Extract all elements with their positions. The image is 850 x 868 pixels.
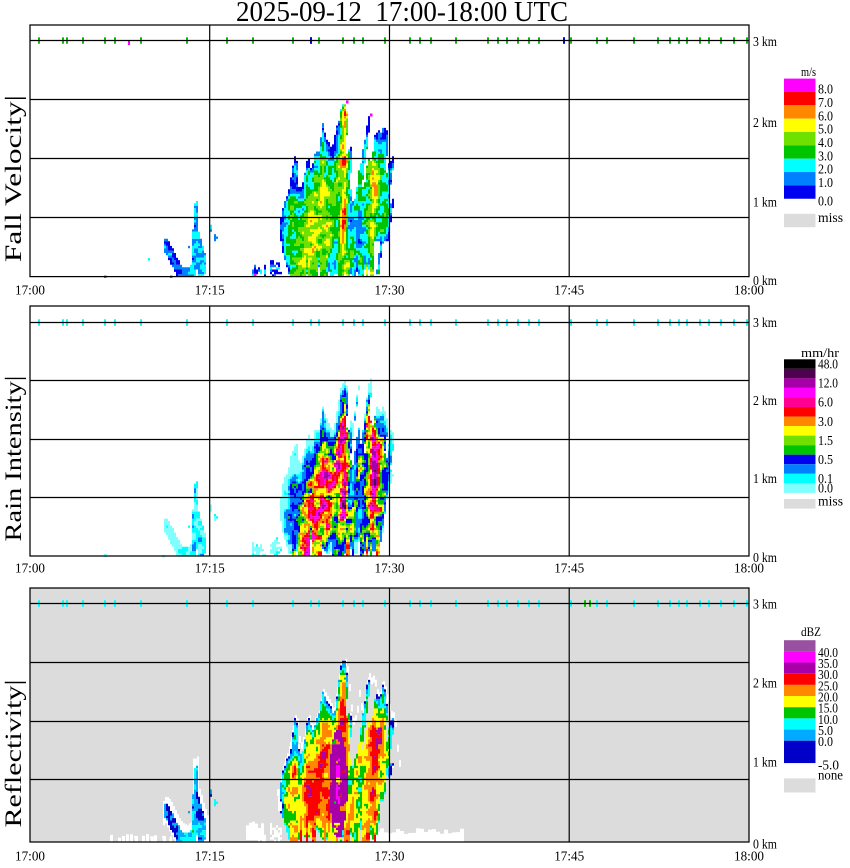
svg-text:Reflectivity|: Reflectivity|: [1, 680, 26, 828]
svg-text:0.5: 0.5: [818, 452, 833, 467]
svg-text:0.1: 0.1: [818, 471, 833, 486]
svg-text:2 km: 2 km: [753, 676, 777, 691]
svg-text:4.0: 4.0: [818, 135, 833, 150]
svg-text:3 km: 3 km: [753, 315, 777, 330]
svg-text:17:15: 17:15: [195, 561, 225, 576]
svg-text:0.0: 0.0: [818, 734, 833, 749]
svg-text:1 km: 1 km: [753, 195, 777, 210]
svg-text:3 km: 3 km: [753, 597, 777, 612]
svg-text:0 km: 0 km: [753, 273, 777, 288]
svg-text:miss: miss: [818, 210, 843, 225]
svg-text:17:00: 17:00: [15, 849, 45, 864]
svg-text:25.0: 25.0: [818, 678, 838, 693]
svg-text:17:45: 17:45: [554, 283, 584, 298]
svg-text:17:45: 17:45: [554, 849, 584, 864]
svg-text:6.0: 6.0: [818, 395, 833, 410]
svg-text:1.5: 1.5: [818, 433, 833, 448]
svg-text:12.0: 12.0: [818, 376, 838, 391]
svg-text:2025-09-12 17:00-18:00 UTC: 2025-09-12 17:00-18:00 UTC: [236, 0, 568, 28]
svg-text:none: none: [818, 767, 843, 782]
svg-text:0 km: 0 km: [753, 550, 777, 565]
svg-text:8.0: 8.0: [818, 82, 833, 97]
svg-text:17:00: 17:00: [15, 283, 45, 298]
svg-text:5.0: 5.0: [818, 122, 833, 137]
svg-text:3 km: 3 km: [753, 34, 777, 49]
svg-text:17:15: 17:15: [195, 283, 225, 298]
svg-text:Fall Velocity|: Fall Velocity|: [1, 95, 26, 262]
svg-text:17:45: 17:45: [554, 561, 584, 576]
svg-text:-5.0: -5.0: [818, 758, 839, 773]
svg-text:2 km: 2 km: [753, 115, 777, 130]
svg-text:7.0: 7.0: [818, 95, 833, 110]
svg-text:0.0: 0.0: [818, 481, 833, 496]
svg-text:2.0: 2.0: [818, 162, 833, 177]
svg-text:48.0: 48.0: [818, 357, 838, 372]
svg-text:0 km: 0 km: [753, 837, 777, 852]
svg-text:3.0: 3.0: [818, 148, 833, 163]
svg-text:1 km: 1 km: [753, 755, 777, 770]
svg-text:1 km: 1 km: [753, 471, 777, 486]
svg-text:30.0: 30.0: [818, 667, 838, 682]
svg-text:m/s: m/s: [801, 64, 816, 79]
svg-text:17:30: 17:30: [375, 561, 405, 576]
svg-text:17:30: 17:30: [375, 849, 405, 864]
svg-text:17:15: 17:15: [195, 849, 225, 864]
svg-text:miss: miss: [818, 494, 843, 509]
svg-text:dBZ: dBZ: [801, 624, 821, 639]
svg-text:35.0: 35.0: [818, 656, 838, 671]
svg-text:18:00: 18:00: [734, 561, 764, 576]
svg-text:18:00: 18:00: [734, 849, 764, 864]
svg-text:2 km: 2 km: [753, 393, 777, 408]
svg-text:3.0: 3.0: [818, 414, 833, 429]
svg-text:mm/hr: mm/hr: [801, 345, 840, 360]
svg-text:1.0: 1.0: [818, 175, 833, 190]
svg-text:5.0: 5.0: [818, 723, 833, 738]
svg-text:40.0: 40.0: [818, 645, 838, 660]
svg-text:0.0: 0.0: [818, 194, 833, 209]
svg-text:18:00: 18:00: [734, 283, 764, 298]
svg-text:Rain Intensity|: Rain Intensity|: [1, 376, 26, 542]
svg-text:20.0: 20.0: [818, 690, 838, 705]
svg-text:10.0: 10.0: [818, 712, 838, 727]
svg-text:6.0: 6.0: [818, 108, 833, 123]
svg-text:17:30: 17:30: [375, 283, 405, 298]
svg-text:15.0: 15.0: [818, 701, 838, 716]
svg-text:17:00: 17:00: [15, 561, 45, 576]
